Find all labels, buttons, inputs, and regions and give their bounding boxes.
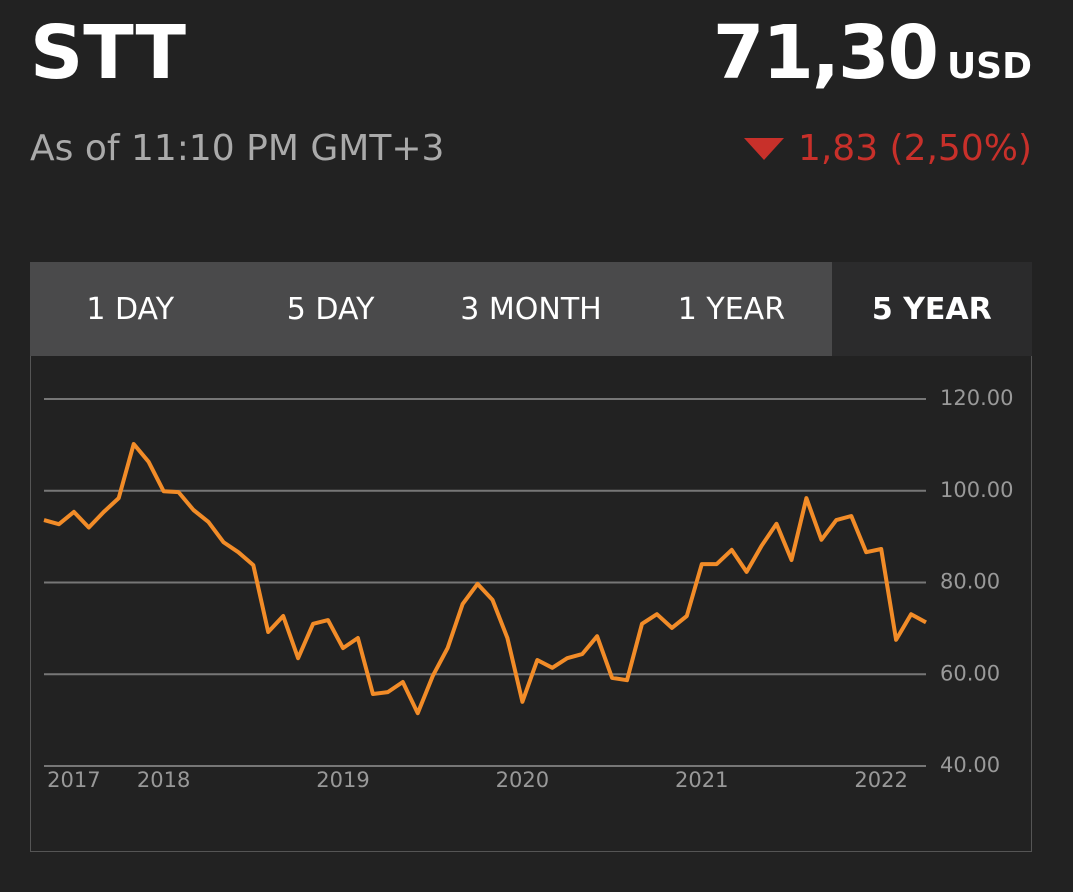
x-tick-label: 2018 bbox=[137, 768, 190, 792]
x-tick-label: 2022 bbox=[854, 768, 907, 792]
chart-box bbox=[30, 356, 1032, 852]
tab[interactable]: 5 DAY bbox=[286, 291, 375, 327]
symbol: STT bbox=[30, 10, 186, 96]
y-tick-label: 60.00 bbox=[940, 661, 1000, 685]
change-box: 1,83 (2,50%) bbox=[743, 128, 1032, 169]
as-of: As of 11:10 PM GMT+3 bbox=[30, 128, 445, 169]
x-tick-label: 2017 bbox=[47, 768, 100, 792]
price-line bbox=[43, 442, 927, 716]
tab[interactable]: 1 DAY bbox=[86, 291, 175, 327]
tab[interactable]: 1 YEAR bbox=[677, 291, 786, 327]
down-arrow bbox=[743, 137, 784, 160]
x-tick-label: 2019 bbox=[316, 768, 369, 792]
tab[interactable]: 5 YEAR bbox=[831, 262, 1033, 356]
currency: USD bbox=[946, 46, 1032, 87]
price: 71,30 bbox=[712, 10, 939, 96]
x-tick-label: 2020 bbox=[496, 768, 549, 792]
tab-bar: 1 DAY 5 DAY 3 MONTH 1 YEAR 5 YEAR bbox=[30, 262, 1033, 356]
y-tick-label: 40.00 bbox=[940, 753, 1000, 777]
tab[interactable]: 3 MONTH bbox=[460, 291, 602, 327]
x-tick-label: 2021 bbox=[675, 768, 728, 792]
y-tick-label: 120.00 bbox=[940, 386, 1013, 410]
y-tick-label: 80.00 bbox=[940, 570, 1000, 594]
price-box: 71,30 USD bbox=[713, 10, 1032, 96]
change: 1,83 (2,50%) bbox=[797, 128, 1032, 169]
y-tick-label: 100.00 bbox=[940, 478, 1013, 502]
